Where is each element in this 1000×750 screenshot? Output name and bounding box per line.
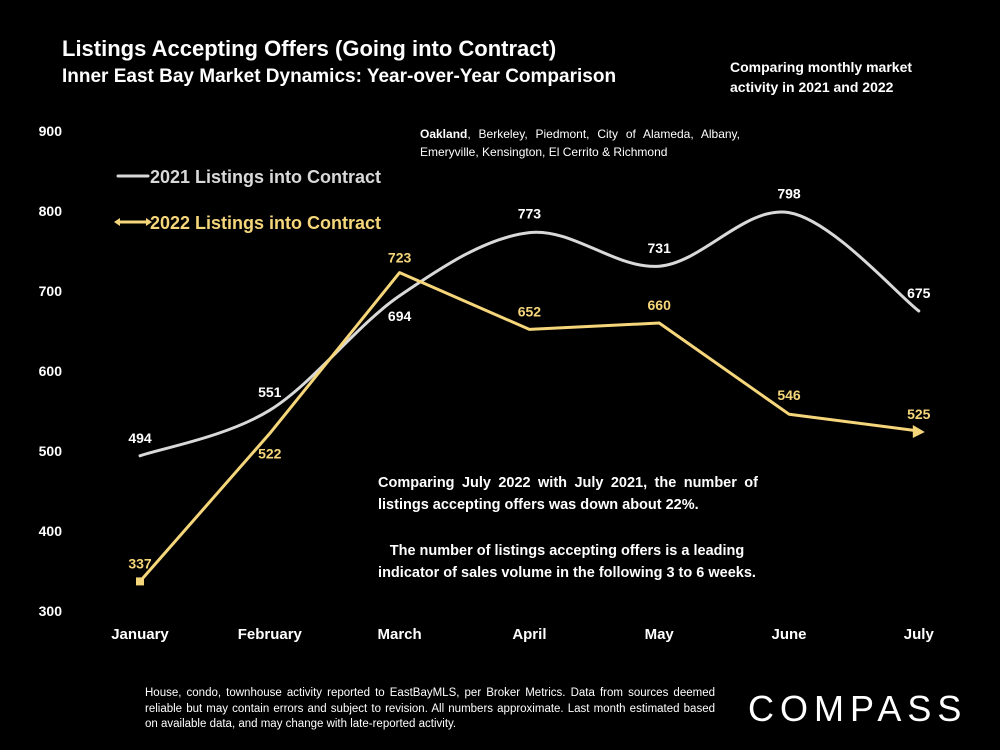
- cities-list: Oakland, Berkeley, Piedmont, City of Ala…: [420, 125, 740, 161]
- x-tick-label-june: June: [771, 626, 806, 643]
- data-label-2022-march: 723: [388, 250, 412, 266]
- data-label-2022-january: 337: [128, 555, 152, 571]
- legend-2022-marker-left: [114, 218, 120, 226]
- data-label-2021-june: 798: [777, 186, 801, 202]
- x-tick-label-july: July: [904, 626, 935, 643]
- y-tick-label-600: 600: [39, 363, 63, 379]
- comparison-annotation: Comparing July 2022 with July 2021, the …: [378, 475, 758, 513]
- data-label-2021-january: 494: [128, 430, 152, 446]
- x-tick-label-march: March: [378, 626, 422, 643]
- data-label-2021-march: 694: [388, 308, 412, 324]
- legend-2022-marker-right: [146, 218, 152, 226]
- series-lines: [136, 210, 925, 586]
- y-tick-label-400: 400: [39, 523, 63, 539]
- y-tick-label-500: 500: [39, 443, 63, 459]
- y-axis-ticks: 300 400 500 600 700 800 900: [39, 123, 63, 619]
- data-label-2021-april: 773: [518, 206, 542, 222]
- data-label-2021-may: 731: [648, 240, 672, 256]
- x-tick-label-february: February: [238, 626, 303, 643]
- footnote: House, condo, townhouse activity reporte…: [145, 687, 715, 730]
- data-label-2022-april: 652: [518, 303, 542, 319]
- data-label-2022-july: 525: [907, 406, 931, 422]
- x-tick-label-april: April: [512, 626, 546, 643]
- x-axis-ticks: January February March April May June July: [111, 626, 934, 643]
- y-tick-label-900: 900: [39, 123, 63, 139]
- series-line-2021: [138, 210, 921, 458]
- cities-lead: Oakland: [420, 127, 468, 141]
- side-note: Comparing monthly market activity in 202…: [730, 59, 913, 95]
- y-tick-label-700: 700: [39, 283, 63, 299]
- data-label-2022-may: 660: [648, 297, 672, 313]
- data-label-2022-february: 522: [258, 445, 282, 461]
- indicator-annotation: The number of listings accepting offers …: [378, 543, 756, 581]
- chart-title: Listings Accepting Offers (Going into Co…: [62, 36, 557, 61]
- legend: 2021 Listings into Contract 2022 Listing…: [114, 167, 381, 233]
- data-label-2021-february: 551: [258, 384, 282, 400]
- chart-subtitle: Inner East Bay Market Dynamics: Year-ove…: [62, 66, 617, 87]
- cities-rest: , Berkeley, Piedmont, City of Alameda, A…: [420, 127, 740, 159]
- series-2022-start-marker: [136, 577, 144, 586]
- data-labels: 494 551 694 773 731 798 675 337 522 723 652 660 546 5…: [128, 186, 930, 572]
- y-tick-label-800: 800: [39, 203, 63, 219]
- y-tick-label-300: 300: [39, 603, 63, 619]
- data-label-2022-june: 546: [777, 387, 801, 403]
- data-label-2021-july: 675: [907, 285, 931, 301]
- x-tick-label-january: January: [111, 626, 169, 643]
- x-tick-label-may: May: [645, 626, 675, 643]
- legend-2021-label: 2021 Listings into Contract: [150, 167, 381, 187]
- series-line-2022: [138, 271, 921, 583]
- legend-2022-label: 2022 Listings into Contract: [150, 213, 381, 233]
- compass-logo: COMPASS: [748, 688, 968, 729]
- series-2022-end-marker: [912, 425, 925, 438]
